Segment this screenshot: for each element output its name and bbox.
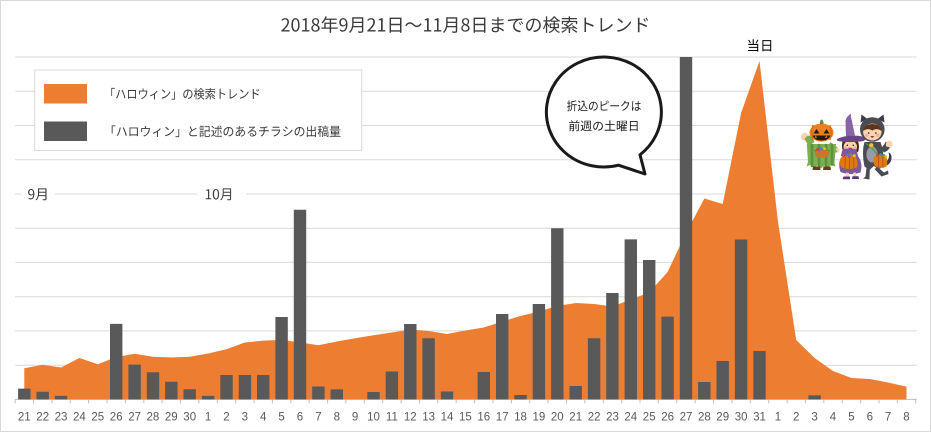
svg-text:3: 3	[811, 411, 817, 423]
svg-text:7: 7	[885, 411, 891, 423]
svg-text:30: 30	[183, 411, 196, 423]
svg-text:2: 2	[223, 411, 229, 423]
svg-text:18: 18	[514, 411, 527, 423]
svg-text:24: 24	[624, 411, 637, 423]
svg-text:27: 27	[128, 411, 141, 423]
svg-text:2: 2	[793, 411, 799, 423]
svg-text:22: 22	[36, 411, 49, 423]
svg-text:25: 25	[643, 411, 656, 423]
svg-text:10: 10	[367, 411, 380, 423]
svg-text:23: 23	[55, 411, 68, 423]
svg-text:31: 31	[753, 411, 766, 423]
svg-text:25: 25	[91, 411, 104, 423]
svg-text:13: 13	[422, 411, 435, 423]
svg-text:29: 29	[165, 411, 178, 423]
svg-text:20: 20	[551, 411, 564, 423]
svg-text:26: 26	[661, 411, 674, 423]
svg-text:17: 17	[496, 411, 509, 423]
svg-text:14: 14	[441, 411, 454, 423]
svg-text:21: 21	[18, 411, 31, 423]
svg-text:21: 21	[569, 411, 582, 423]
svg-text:8: 8	[334, 411, 340, 423]
svg-text:4: 4	[830, 411, 837, 423]
svg-text:8: 8	[903, 411, 909, 423]
svg-text:12: 12	[404, 411, 417, 423]
svg-text:7: 7	[315, 411, 321, 423]
svg-text:4: 4	[260, 411, 267, 423]
svg-text:30: 30	[735, 411, 748, 423]
svg-text:24: 24	[73, 411, 86, 423]
svg-text:29: 29	[716, 411, 729, 423]
svg-text:3: 3	[242, 411, 248, 423]
svg-text:1: 1	[775, 411, 781, 423]
svg-text:19: 19	[533, 411, 546, 423]
svg-text:16: 16	[477, 411, 490, 423]
svg-text:6: 6	[297, 411, 303, 423]
svg-text:15: 15	[459, 411, 472, 423]
svg-text:1: 1	[205, 411, 211, 423]
svg-text:5: 5	[848, 411, 854, 423]
svg-text:26: 26	[110, 411, 123, 423]
svg-text:28: 28	[698, 411, 711, 423]
svg-text:28: 28	[147, 411, 160, 423]
svg-text:9: 9	[352, 411, 358, 423]
svg-text:11: 11	[386, 411, 398, 423]
svg-text:5: 5	[278, 411, 284, 423]
svg-text:22: 22	[588, 411, 601, 423]
svg-text:6: 6	[867, 411, 873, 423]
svg-text:23: 23	[606, 411, 619, 423]
svg-text:27: 27	[680, 411, 693, 423]
